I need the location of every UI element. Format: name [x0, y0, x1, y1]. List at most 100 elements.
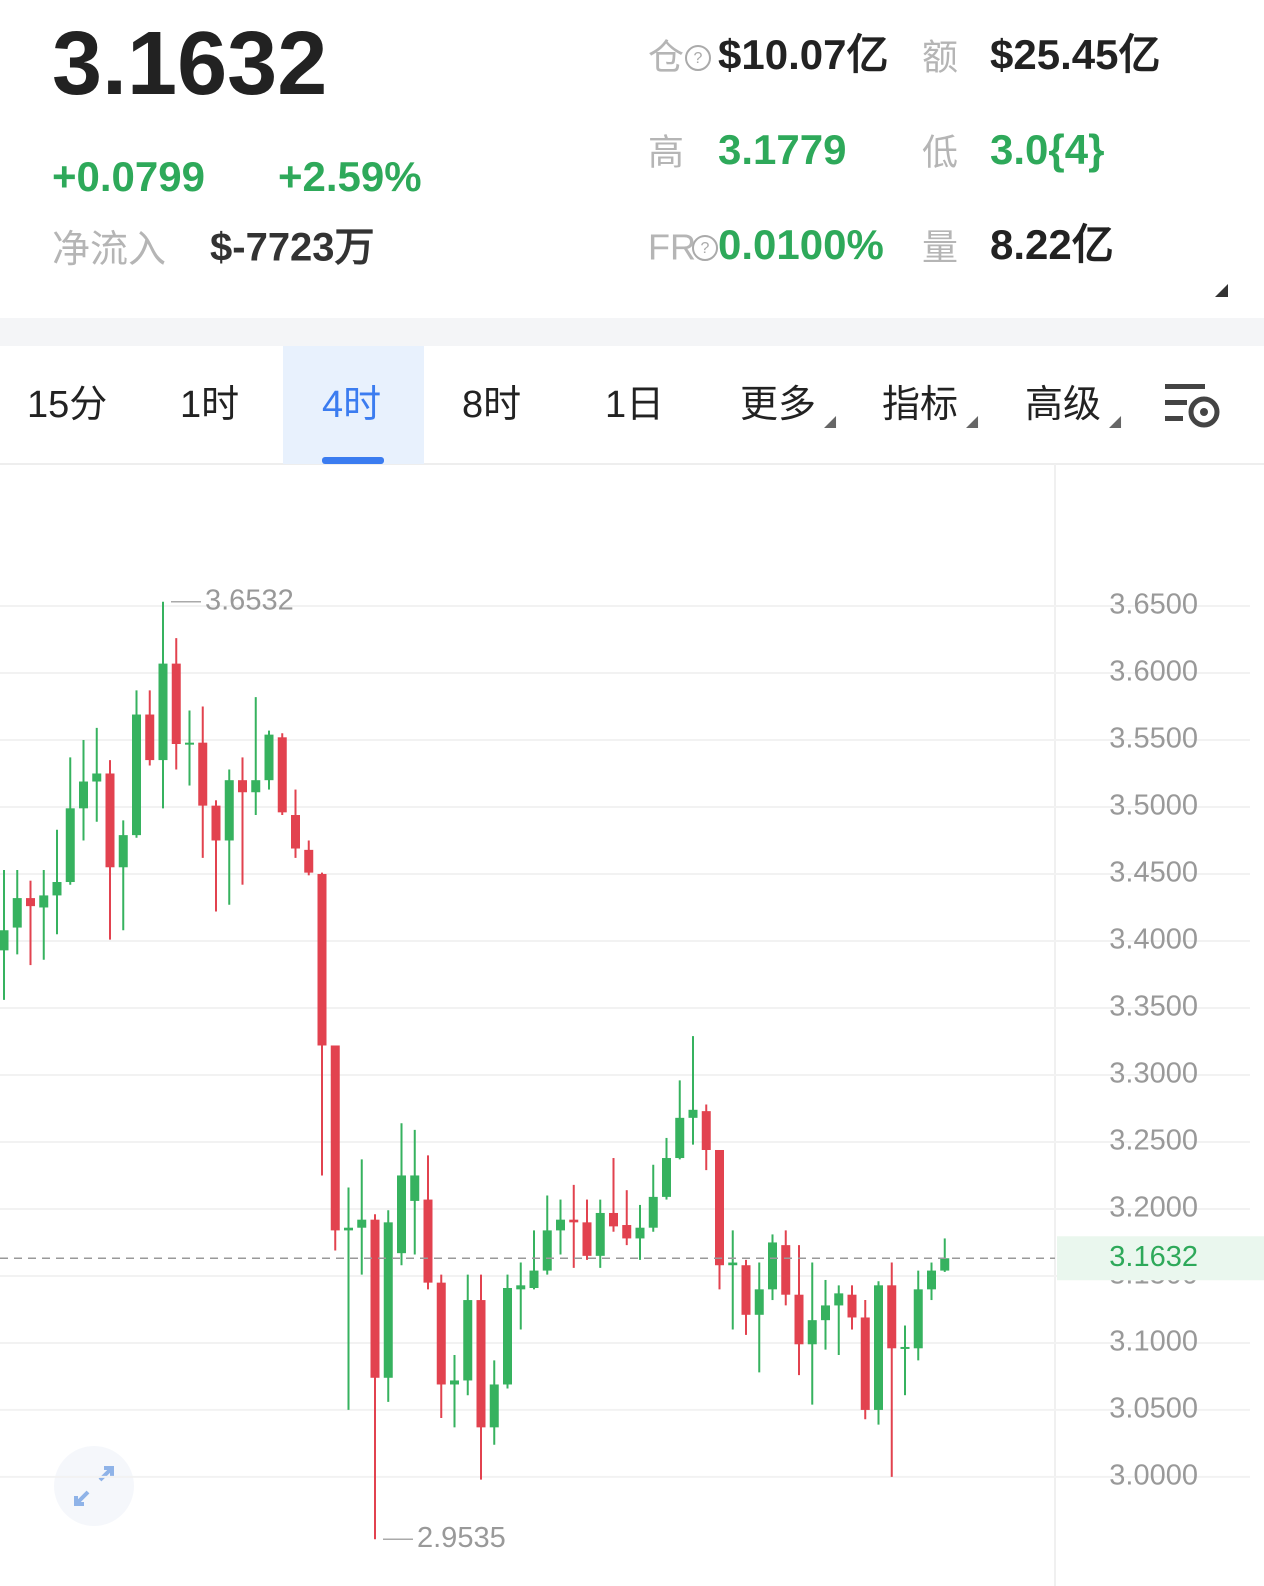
y-tick-label: 3.4000 [1109, 924, 1198, 956]
candle-body [251, 780, 261, 793]
candle-body [940, 1258, 950, 1271]
dropdown-arrow [1109, 416, 1122, 428]
y-tick-label: 3.4500 [1109, 857, 1198, 889]
stat-value: 3.1779 [718, 126, 846, 173]
dropdown-arrow [824, 416, 837, 428]
candle-body [688, 1109, 698, 1118]
header: 3.1632 +0.0799 +2.59% 净流入 $-7723万 ? ? 仓 $… [52, 14, 1160, 271]
y-tick-label: 3.2000 [1109, 1192, 1198, 1224]
candle-body [291, 815, 300, 849]
candle-body [754, 1289, 764, 1315]
help-icon[interactable]: ? [685, 45, 711, 71]
candle-body [12, 898, 22, 928]
candle-body [105, 773, 115, 868]
candle-body [794, 1294, 804, 1345]
last-price-box [1057, 1236, 1264, 1281]
candle-body [264, 734, 274, 781]
candle-body [715, 1149, 724, 1266]
tab[interactable]: 指标 [882, 384, 958, 426]
candle-body [357, 1219, 367, 1228]
stat-label: 高 [648, 132, 684, 173]
net-inflow-label: 净流入 [52, 229, 166, 271]
candle-body [701, 1111, 711, 1150]
divider [0, 318, 1264, 346]
candle-body [741, 1265, 751, 1315]
stat-value: $25.45亿 [990, 31, 1160, 78]
candle-body [768, 1242, 777, 1290]
tab[interactable]: 1日 [605, 384, 664, 426]
candle-body [913, 1289, 923, 1349]
y-tick-label: 3.6500 [1109, 589, 1198, 621]
candle-body [542, 1230, 552, 1271]
candle-body [622, 1225, 632, 1239]
tab[interactable]: 1时 [180, 384, 239, 426]
candle-body [728, 1262, 738, 1266]
stat-label: FR [648, 227, 696, 268]
candle-body [304, 849, 314, 873]
y-tick-label: 3.6000 [1109, 656, 1198, 688]
candle-body [516, 1285, 526, 1290]
y-tick-label: 3.1000 [1109, 1326, 1198, 1358]
dropdown-arrow [966, 416, 979, 428]
low_marker-marker-label: 2.9535 [417, 1522, 506, 1554]
candle-body [609, 1212, 618, 1227]
active-tab-bg [283, 346, 424, 464]
candle-body [370, 1219, 380, 1378]
candle-body [145, 714, 155, 761]
candle-body [158, 663, 168, 761]
high_marker-marker-label: 3.6532 [205, 584, 294, 616]
candle-body [92, 773, 102, 782]
candle-body [648, 1196, 658, 1228]
candle-body [39, 895, 49, 908]
expand-arrow[interactable] [1215, 284, 1228, 297]
y-tick-label: 3.5500 [1109, 723, 1198, 755]
candle-body [185, 742, 194, 745]
help-icon[interactable]: ? [692, 235, 718, 261]
stat-value: 8.22亿 [990, 221, 1114, 268]
candle-body [556, 1219, 565, 1231]
candle-body [503, 1288, 512, 1385]
candle-body [662, 1158, 671, 1197]
candle-body [595, 1212, 605, 1256]
candle-body [198, 742, 208, 806]
price: 3.1632 [52, 14, 327, 114]
candle-body [807, 1320, 817, 1345]
candle-body [118, 835, 128, 868]
change: +0.0799 [52, 153, 205, 200]
tab[interactable]: 高级 [1025, 384, 1101, 426]
candle-body [463, 1300, 473, 1381]
settings-icon[interactable] [1165, 384, 1220, 428]
stat-label: 额 [922, 37, 958, 78]
tab[interactable]: 15分 [27, 384, 107, 426]
candle-body [887, 1285, 897, 1349]
candle-body [834, 1293, 844, 1306]
last-price-label: 3.1632 [1109, 1241, 1198, 1273]
candle-body [383, 1222, 393, 1378]
change-pct: +2.59% [278, 153, 422, 200]
y-tick-label: 3.5000 [1109, 790, 1198, 822]
active-tab-indicator [322, 457, 384, 464]
candle-body [781, 1245, 791, 1295]
y-tick-label: 3.3000 [1109, 1058, 1198, 1090]
tab[interactable]: 更多 [740, 384, 816, 426]
candle-body [860, 1317, 870, 1410]
candle-body [52, 882, 62, 896]
candle-body [489, 1384, 499, 1428]
candle-body [436, 1282, 446, 1385]
candle-body [900, 1346, 910, 1349]
candle-body [635, 1227, 645, 1239]
candle-body [423, 1199, 433, 1283]
candle-body [277, 737, 287, 813]
fullscreen-button[interactable] [54, 1446, 134, 1526]
tab[interactable]: 4时 [322, 384, 381, 426]
candle-body [317, 873, 327, 1046]
stat-label: 仓 [648, 37, 684, 78]
y-tick-label: 3.0000 [1109, 1460, 1198, 1492]
tab[interactable]: 8时 [462, 384, 521, 426]
candle-body [874, 1285, 883, 1410]
candle-body [79, 781, 88, 809]
candle-body [476, 1300, 486, 1428]
candle-body [26, 898, 35, 907]
